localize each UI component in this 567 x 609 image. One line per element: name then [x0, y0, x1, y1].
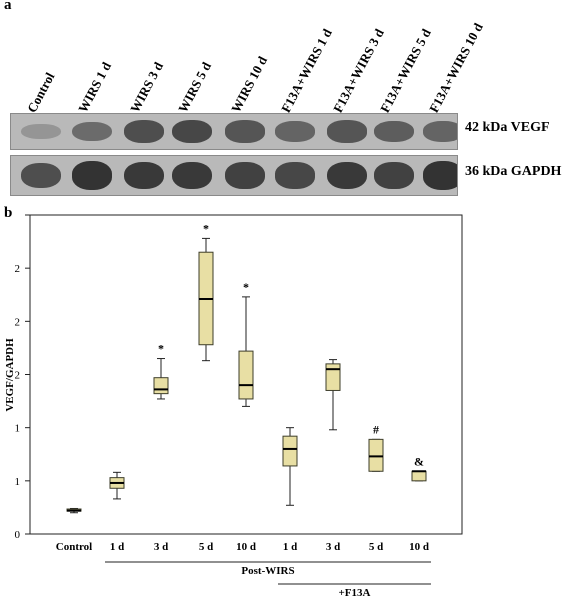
box — [282, 435, 298, 467]
x-tick-label: 5 d — [369, 541, 383, 553]
blot-band — [225, 120, 265, 143]
significance-marker: * — [158, 342, 164, 356]
y-tick-label: 2 — [15, 263, 21, 275]
blot-band — [21, 162, 61, 189]
blot-band — [172, 161, 212, 190]
significance-marker: * — [243, 280, 249, 294]
gapdh-blot-strip — [10, 155, 458, 196]
x-tick-label: 10 d — [236, 541, 256, 553]
y-tick-label: 1 — [15, 476, 21, 488]
significance-marker: * — [203, 221, 209, 235]
significance-marker: & — [414, 454, 424, 468]
blot-band — [275, 121, 315, 142]
x-tick-label: 5 d — [199, 541, 213, 553]
panel-a-label: a — [4, 0, 12, 13]
panel-b-label: b — [4, 205, 13, 221]
significance-marker: # — [373, 422, 379, 436]
blot-band — [423, 121, 457, 142]
box — [368, 438, 384, 472]
blot-band — [327, 120, 367, 143]
blot-band — [72, 121, 112, 142]
blot-band — [124, 161, 164, 190]
x-tick-label: 1 d — [283, 541, 297, 553]
group-label: Post-WIRS — [241, 565, 294, 577]
blot-band — [275, 162, 315, 189]
blot-band — [124, 120, 164, 143]
blot-band — [327, 161, 367, 190]
box — [325, 363, 341, 391]
blot-band — [423, 161, 457, 190]
y-tick-label: 1 — [15, 423, 21, 435]
lane-label: WIRS 10 d — [228, 53, 271, 116]
x-tick-label: 1 d — [110, 541, 124, 553]
blot-band — [374, 162, 414, 189]
blot-band — [72, 161, 112, 190]
gapdh-blot-label: 36 kDa GAPDH — [465, 164, 562, 179]
x-tick-label: 3 d — [154, 541, 168, 553]
y-tick-label: 2 — [15, 316, 21, 328]
y-axis-label: VEGF/GAPDH — [4, 338, 16, 412]
box — [411, 470, 427, 482]
lane-label: WIRS 1 d — [75, 59, 115, 116]
lane-label: WIRS 5 d — [175, 59, 215, 116]
blot-band — [374, 120, 414, 143]
x-tick-label: 3 d — [326, 541, 340, 553]
vegf-blot-strip — [10, 113, 458, 150]
group-label: +F13A — [339, 587, 371, 599]
blot-band — [21, 123, 61, 140]
box — [238, 350, 254, 400]
blot-band — [225, 162, 265, 189]
box-plot-chart: VEGF/GAPDH 0 1 1 2 2 2 * * * # & Control 1 d 3 d 5 d… — [4, 214, 463, 599]
y-tick-label: 0 — [15, 529, 21, 541]
blot-band — [172, 119, 212, 144]
y-tick-label: 2 — [15, 370, 21, 382]
lane-label: WIRS 3 d — [127, 59, 167, 116]
vegf-blot-label: 42 kDa VEGF — [465, 120, 550, 135]
box — [153, 377, 169, 395]
x-tick-label: 10 d — [409, 541, 429, 553]
lane-label: F13A+WIRS 10 d — [426, 20, 486, 116]
lane-label: F13A+WIRS 1 d — [278, 26, 335, 116]
lane-label: Control — [24, 69, 58, 116]
x-tick-label: Control — [56, 541, 92, 553]
lane-label: F13A+WIRS 5 d — [377, 26, 434, 116]
